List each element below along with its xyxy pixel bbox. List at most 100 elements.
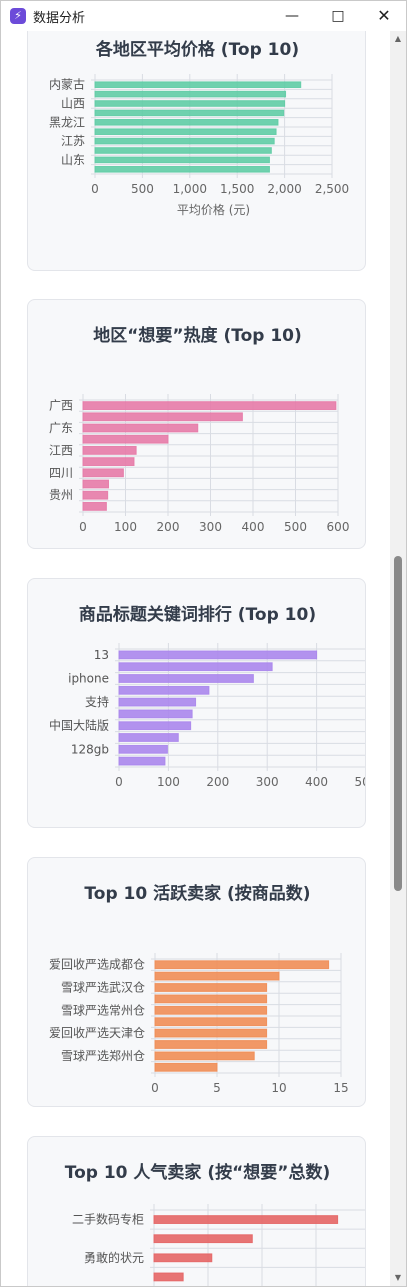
bar <box>154 1040 268 1049</box>
x-tick-label: 500 <box>131 182 154 196</box>
scroll-up-icon[interactable]: ▲ <box>394 34 402 43</box>
scroll-down-icon[interactable]: ▼ <box>394 1273 402 1282</box>
x-tick-label: 1,500 <box>220 182 254 196</box>
close-button[interactable]: ✕ <box>377 6 391 25</box>
y-tick-label: 广西 <box>49 399 73 413</box>
x-tick-label: 400 <box>242 520 265 534</box>
y-tick-label: 雪球严选郑州仓 <box>61 1048 145 1063</box>
chart-card-avg-price: 各地区平均价格 (Top 10) 0 500 1,000 1,500 2,000 2,50… <box>27 31 366 271</box>
title-bar[interactable]: ⚡ 数据分析 — □ ✕ <box>1 1 406 31</box>
bar <box>82 423 199 433</box>
bar <box>94 147 272 154</box>
bar <box>94 109 285 117</box>
y-tick-label: 13 <box>94 648 109 662</box>
bar <box>153 1234 253 1244</box>
bar <box>94 90 287 98</box>
bar <box>154 960 330 970</box>
bar <box>94 137 275 145</box>
y-tick-label: 山西 <box>61 97 85 111</box>
popular-sellers-chart: 0100200300400二手数码专柜勇敢的状元暗轩数码科技教育博主Camell… <box>72 1204 365 1286</box>
y-tick-label: 中国大陆版 <box>49 718 109 733</box>
bar <box>94 100 286 107</box>
x-tick-label: 300 <box>256 775 279 789</box>
active-sellers-chart: 0 5 10 15 爱回收严选成都仓雪球严选武汉仓雪球严选常州仓爱回收严选天津仓雪球严选… <box>49 953 349 1095</box>
window-title: 数据分析 <box>33 11 86 26</box>
y-tick-label: 黑龙江 <box>49 115 85 129</box>
bar <box>82 490 109 500</box>
x-tick-label: 0 <box>79 520 87 534</box>
chart-card-popular-sellers: Top 10 人气卖家 (按“想要”总数) 0100200300400二手数码专… <box>27 1136 366 1286</box>
chart-title: 商品标题关键词排行 (Top 10) <box>78 605 317 625</box>
y-tick-label: 雪球严选武汉仓 <box>61 981 145 995</box>
bar <box>118 733 179 742</box>
bar <box>82 479 109 489</box>
x-tick-label: 500 <box>355 775 366 789</box>
bar <box>94 166 270 173</box>
chart-card-active-sellers: Top 10 活跃卖家 (按商品数) 0 5 10 15 爱回收严选成都仓 雪球严选武汉仓… <box>27 857 366 1107</box>
bar <box>118 721 192 731</box>
bar <box>118 685 210 695</box>
bar <box>118 674 254 683</box>
bar <box>82 457 135 466</box>
bar <box>153 1272 184 1282</box>
lightning-icon: ⚡ <box>10 8 26 24</box>
bar <box>154 983 268 992</box>
bar <box>94 156 270 164</box>
bar <box>154 1005 268 1015</box>
x-tick-label: 0 <box>151 1081 159 1095</box>
chart-title: 各地区平均价格 (Top 10) <box>95 40 300 60</box>
y-tick-label: 雪球严选常州仓 <box>61 1003 145 1017</box>
x-tick-label: 200 <box>157 520 180 534</box>
bar <box>118 662 273 672</box>
x-tick-label: 600 <box>327 520 350 534</box>
bar <box>94 81 302 89</box>
scrollbar-thumb[interactable] <box>394 556 402 891</box>
chart-title: Top 10 活跃卖家 (按商品数) <box>84 884 311 904</box>
chart-title: 地区“想要”热度 (Top 10) <box>93 326 302 346</box>
bar <box>118 697 197 707</box>
x-tick-label: 500 <box>284 520 307 534</box>
x-tick-label: 100 <box>114 520 137 534</box>
bar <box>118 709 193 719</box>
x-axis-label: 平均价格 (元) <box>177 202 250 217</box>
bar <box>154 1017 268 1027</box>
x-tick-label: 1,000 <box>173 182 207 196</box>
minimize-button[interactable]: — <box>285 8 299 24</box>
bar <box>82 446 137 455</box>
bar <box>94 128 277 136</box>
y-tick-label: 爱回收严选天津仓 <box>49 1026 145 1040</box>
bar <box>82 412 243 422</box>
x-tick-label: 2,500 <box>315 182 349 196</box>
bar <box>82 468 124 478</box>
y-tick-label: 爱回收严选成都仓 <box>49 958 145 972</box>
y-tick-label: 二手数码专柜 <box>72 1212 144 1227</box>
bar <box>154 994 268 1004</box>
avg-price-chart: 0 500 1,000 1,500 2,000 2,500 内蒙古山西黑龙江江苏山东平均价格… <box>49 74 349 217</box>
bar <box>82 502 107 511</box>
x-tick-label: 300 <box>199 520 222 534</box>
x-tick-label: 200 <box>206 775 229 789</box>
maximize-button[interactable]: □ <box>331 8 345 24</box>
chart-title: Top 10 人气卖家 (按“想要”总数) <box>64 1163 331 1183</box>
x-tick-label: 0 <box>115 775 123 789</box>
y-tick-label: 128gb <box>71 742 109 756</box>
bar <box>118 756 166 766</box>
x-tick-label: 15 <box>333 1081 348 1095</box>
bar <box>153 1253 213 1263</box>
y-tick-label: 勇敢的状元 <box>84 1250 144 1265</box>
x-tick-label: 10 <box>271 1081 286 1095</box>
x-tick-label: 100 <box>157 775 180 789</box>
y-tick-label: 山东 <box>61 153 85 167</box>
y-tick-label: iphone <box>68 672 109 686</box>
dashboard-content[interactable]: 各地区平均价格 (Top 10) 0 500 1,000 1,500 2,000 2,50… <box>1 31 390 1286</box>
bar <box>154 1062 218 1072</box>
vertical-scrollbar[interactable]: ▲ ▼ <box>390 31 406 1286</box>
y-tick-label: 四川 <box>49 466 73 480</box>
bar <box>154 1051 255 1061</box>
y-tick-label: 支持 <box>85 694 109 709</box>
bar <box>153 1215 339 1224</box>
y-tick-label: 内蒙古 <box>49 77 85 92</box>
